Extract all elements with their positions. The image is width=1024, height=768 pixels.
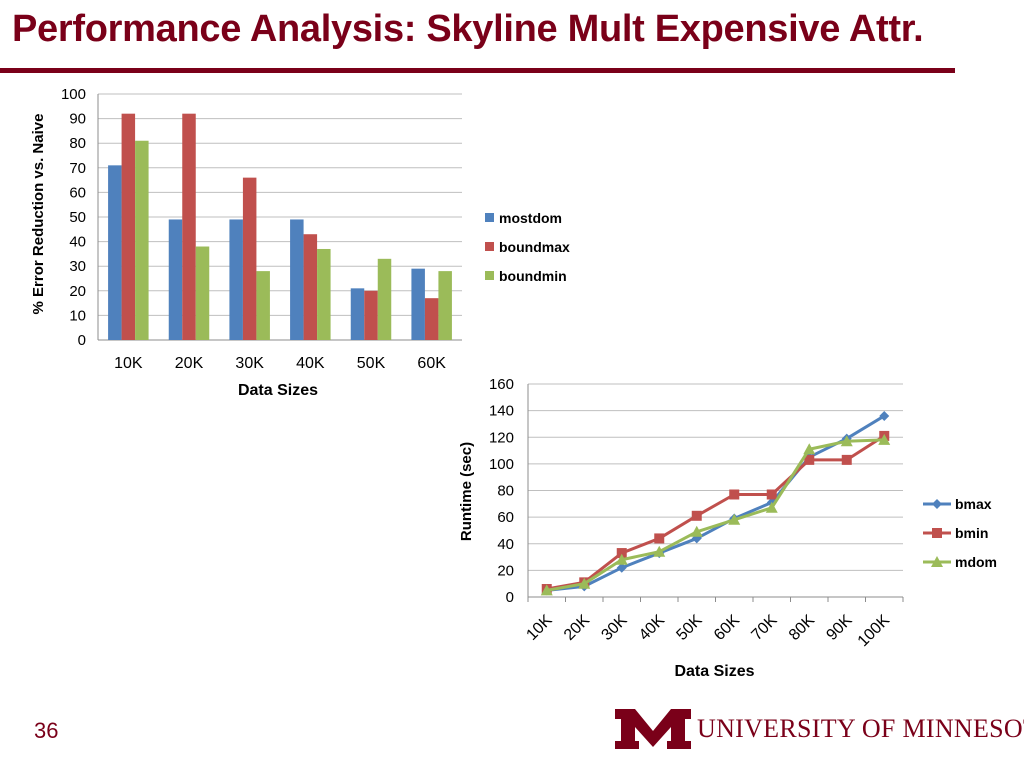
point-mdom: [578, 577, 591, 589]
y-tick-label: 60: [497, 509, 514, 526]
x-tick-label: 40K: [296, 355, 325, 372]
x-tick-label: 60K: [417, 355, 446, 372]
x-tick-label: 10K: [523, 612, 555, 644]
legend-marker-bmax: [932, 499, 942, 509]
y-tick-label: 140: [489, 403, 514, 420]
x-tick-label: 80K: [786, 612, 818, 644]
point-bmin: [691, 510, 702, 521]
title-rule: [0, 68, 955, 73]
y-tick-label: 10: [69, 307, 86, 324]
x-tick-label: 30K: [598, 612, 630, 644]
bar-boundmax: [121, 113, 136, 341]
bar-boundmax: [182, 113, 196, 341]
bar-mostdom: [108, 165, 122, 340]
y-tick-label: 50: [69, 209, 86, 226]
bar-boundmin: [135, 140, 149, 340]
point-mdom: [690, 525, 703, 537]
x-tick-label: 20K: [561, 612, 593, 644]
legend-label-boundmin: boundmin: [499, 268, 567, 284]
university-m-logo: [615, 709, 691, 749]
bar-mostdom: [411, 268, 425, 340]
page-number: 36: [34, 718, 59, 743]
legend-swatch-boundmin: [485, 271, 494, 280]
legend-swatch-boundmax: [485, 242, 494, 251]
point-mdom: [728, 513, 741, 525]
x-tick-label: 50K: [357, 355, 386, 372]
point-bmin: [654, 533, 665, 544]
y-axis-title: Runtime (sec): [458, 442, 475, 541]
series-line-bmin: [546, 434, 886, 591]
bar-mostdom: [350, 288, 365, 340]
bar-mostdom: [229, 219, 243, 340]
x-tick-label: 40K: [636, 612, 668, 644]
legend-label-bmax: bmax: [955, 496, 992, 512]
y-tick-label: 30: [69, 258, 86, 275]
point-mdom: [878, 433, 891, 445]
y-tick-label: 0: [78, 332, 86, 349]
y-tick-label: 70: [69, 160, 86, 177]
bar-boundmax: [424, 298, 439, 340]
series-line-bmax: [546, 414, 886, 592]
point-bmax: [879, 410, 890, 421]
point-bmax: [616, 562, 627, 573]
legend-label-mdom: mdom: [955, 554, 997, 570]
point-mdom: [840, 435, 853, 447]
bar-boundmin: [438, 271, 452, 340]
x-axis-title: Data Sizes: [674, 663, 754, 680]
y-tick-label: 160: [489, 376, 514, 393]
legend-swatch-mostdom: [485, 213, 494, 222]
bar-boundmax: [242, 177, 257, 340]
y-tick-label: 80: [497, 483, 514, 500]
point-bmin: [766, 489, 777, 500]
slide-title: Performance Analysis: Skyline Mult Expen…: [12, 8, 924, 50]
point-mdom: [615, 553, 628, 565]
point-bmin: [729, 489, 740, 500]
x-tick-label: 20K: [175, 355, 204, 372]
y-tick-label: 100: [61, 86, 86, 103]
point-mdom: [540, 584, 553, 596]
y-tick-label: 0: [506, 589, 514, 606]
y-tick-label: 100: [489, 456, 514, 473]
point-mdom: [803, 443, 816, 455]
y-tick-label: 90: [69, 111, 86, 128]
y-axis-title: % Error Reduction vs. Naive: [30, 114, 47, 315]
legend-marker-bmin: [932, 528, 942, 538]
x-tick-label: 10K: [114, 355, 143, 372]
point-mdom: [653, 545, 666, 557]
y-tick-label: 60: [69, 184, 86, 201]
legend-label-mostdom: mostdom: [499, 210, 562, 226]
x-tick-label: 90K: [823, 612, 855, 644]
point-mdom: [765, 501, 778, 513]
bar-boundmin: [195, 246, 210, 340]
y-tick-label: 20: [497, 562, 514, 579]
legend-marker-mdom: [931, 556, 943, 567]
y-tick-label: 80: [69, 135, 86, 152]
series-line-mdom: [546, 438, 885, 592]
bar-boundmin: [256, 271, 270, 340]
university-wordmark: UNIVERSITY OF MINNESOTA: [697, 714, 1024, 743]
legend-label-boundmax: boundmax: [499, 239, 570, 255]
bar-boundmax: [364, 290, 378, 340]
x-tick-label: 50K: [673, 612, 705, 644]
legend-label-bmin: bmin: [955, 525, 988, 541]
y-tick-label: 40: [497, 536, 514, 553]
bar-boundmin: [317, 248, 331, 340]
x-tick-label: 60K: [711, 612, 743, 644]
point-bmin: [841, 454, 852, 465]
y-tick-label: 20: [69, 283, 86, 300]
y-tick-label: 40: [69, 234, 86, 251]
bar-mostdom: [168, 219, 183, 340]
x-tick-label: 100K: [855, 612, 894, 651]
bar-mostdom: [290, 219, 304, 340]
y-tick-label: 120: [489, 429, 514, 446]
bar-boundmin: [377, 258, 392, 340]
x-axis-title: Data Sizes: [238, 382, 318, 399]
point-bmin: [804, 454, 815, 465]
x-tick-label: 70K: [748, 612, 780, 644]
x-tick-label: 30K: [235, 355, 264, 372]
point-bmin: [616, 548, 627, 559]
bar-boundmax: [303, 234, 318, 340]
